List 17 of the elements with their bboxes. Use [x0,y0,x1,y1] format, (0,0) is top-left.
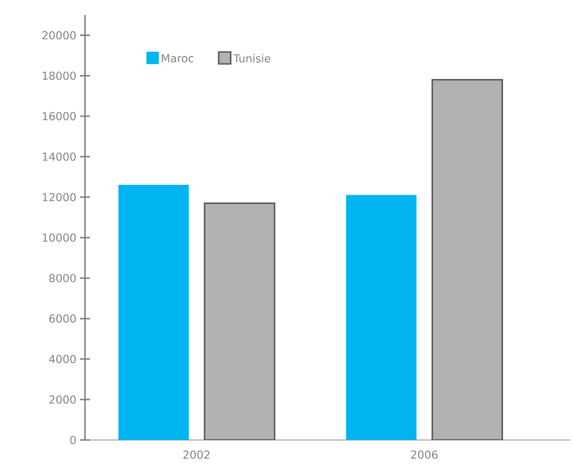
y-tick-label: 0 [70,436,76,444]
y-tick-label: 8000 [49,274,76,282]
legend-label: Tunisie [233,54,270,63]
y-tick-label: 12000 [42,193,76,202]
y-tick-label: 10000 [42,233,76,242]
y-tick-label: 6000 [49,314,76,323]
y-tick-label: 4000 [49,354,76,364]
y-tick-label: 14000 [42,152,76,161]
legend-label: Maroc [162,54,194,62]
bar [204,202,276,440]
x-tick-label: 2002 [183,450,210,459]
bar [432,79,504,440]
y-tick-label: 16000 [42,112,76,120]
x-tick-label: 2006 [411,450,438,459]
y-tick-label: 20000 [42,31,76,40]
y-tick-label: 18000 [42,72,76,80]
y-tick-label: 2000 [49,395,76,404]
